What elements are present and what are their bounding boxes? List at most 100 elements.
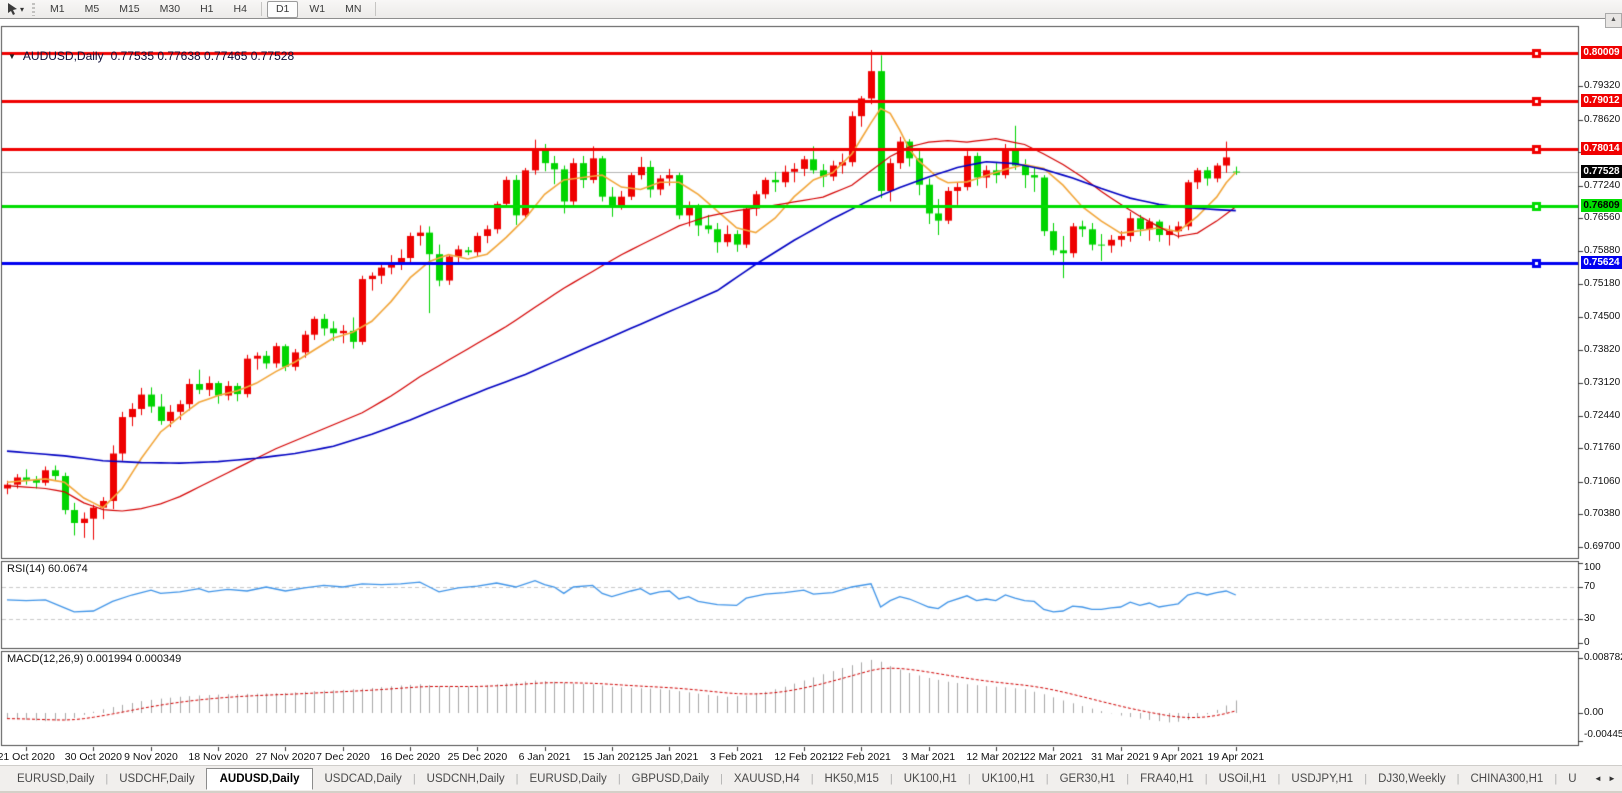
- date-axis-label: 18 Nov 2020: [188, 751, 248, 763]
- price-axis-label: 0.71760: [1584, 442, 1621, 454]
- tabs-scroll-right-button[interactable]: ►: [1608, 774, 1616, 783]
- symbol-tab[interactable]: DJ30,Weekly: [1378, 772, 1446, 785]
- chart-scroll-up-button[interactable]: ▲: [1605, 13, 1622, 28]
- date-axis-label: 16 Dec 2020: [380, 751, 440, 763]
- tab-separator: |: [967, 772, 971, 785]
- tab-separator: |: [1554, 772, 1558, 785]
- date-axis-label: 19 Apr 2021: [1207, 751, 1265, 763]
- price-axis-label: 0.73120: [1584, 377, 1621, 389]
- price-axis-label: 0.75180: [1584, 278, 1621, 290]
- symbol-tab[interactable]: FRA40,H1: [1140, 772, 1194, 785]
- date-axis-label: 6 Jan 2021: [518, 751, 571, 763]
- bid-price-label: 0.77528: [1581, 164, 1622, 178]
- timeframe-button-m30[interactable]: M30: [151, 1, 189, 18]
- macd-axis-label: 0.00: [1584, 707, 1604, 718]
- date-axis-label: 15 Jan 2021: [582, 751, 641, 763]
- symbol-tab[interactable]: CHINA300,H1: [1470, 772, 1544, 785]
- symbol-tab[interactable]: USDCNH,Daily: [426, 772, 505, 785]
- tab-separator: |: [105, 772, 109, 785]
- chart-title: ▼ AUDUSD,Daily 0.77535 0.77638 0.77465 0…: [8, 49, 294, 63]
- tab-separator: |: [412, 772, 416, 785]
- chart-cursor-tool-button[interactable]: ▾: [3, 2, 27, 16]
- date-axis-label: 9 Apr 2021: [1152, 751, 1204, 763]
- symbol-tab[interactable]: GER30,H1: [1059, 772, 1116, 785]
- cursor-icon: [8, 3, 17, 15]
- rsi-axis-label: 100: [1584, 562, 1601, 573]
- timeframe-button-d1[interactable]: D1: [266, 0, 299, 18]
- tab-separator: |: [515, 772, 519, 785]
- symbol-tab[interactable]: EURUSD,Daily: [529, 772, 607, 785]
- price-axis-label: 0.79320: [1584, 80, 1621, 91]
- date-axis-label: 22 Feb 2021: [831, 751, 891, 763]
- date-axis-label: 12 Feb 2021: [774, 751, 834, 763]
- tab-separator: |: [1045, 772, 1049, 785]
- date-axis-label: 31 Mar 2021: [1091, 751, 1151, 763]
- timeframe-button-mn[interactable]: MN: [336, 1, 370, 18]
- tab-separator: |: [1364, 772, 1368, 785]
- collapse-arrow-icon: ▼: [8, 51, 16, 61]
- macd-axis-label: 0.008782: [1584, 652, 1622, 664]
- price-axis-label: 0.69700: [1584, 540, 1621, 552]
- timeframe-button-m15[interactable]: M15: [110, 1, 148, 18]
- window-bottom-edge: [0, 791, 1622, 793]
- rsi-axis-label: 30: [1584, 613, 1596, 624]
- tab-separator: |: [810, 772, 814, 785]
- symbol-tab[interactable]: USOil,H1: [1218, 772, 1267, 785]
- date-axis-label: 3 Feb 2021: [710, 751, 764, 763]
- chart-symbol-period: AUDUSD,Daily: [22, 49, 104, 63]
- date-axis-label: 30 Oct 2020: [64, 751, 122, 763]
- date-axis-label: 21 Oct 2020: [0, 751, 55, 763]
- symbol-tab[interactable]: GBPUSD,Daily: [631, 772, 709, 785]
- chart-canvas[interactable]: [0, 20, 1622, 764]
- toolbar-divider: [260, 2, 262, 16]
- price-line-label[interactable]: 0.80009: [1581, 45, 1622, 59]
- date-axis-label: 9 Nov 2020: [124, 751, 178, 763]
- price-axis-label: 0.75880: [1584, 244, 1621, 256]
- timeframe-button-m5[interactable]: M5: [76, 1, 109, 18]
- price-axis-label: 0.71060: [1584, 475, 1621, 487]
- symbol-tab-active[interactable]: AUDUSD,Daily: [205, 768, 314, 790]
- chart-window: ▼ AUDUSD,Daily 0.77535 0.77638 0.77465 0…: [0, 13, 1622, 764]
- timeframe-button-h4[interactable]: H4: [225, 1, 256, 18]
- timeframe-button-h1[interactable]: H1: [191, 1, 222, 18]
- timeframe-button-m1[interactable]: M1: [41, 1, 74, 18]
- date-axis-label: 27 Nov 2020: [255, 751, 316, 763]
- price-line-label[interactable]: 0.76809: [1581, 199, 1622, 213]
- toolbar-divider: [375, 2, 377, 16]
- tab-separator: |: [1126, 772, 1130, 785]
- timeframe-button-w1[interactable]: W1: [300, 1, 334, 18]
- symbol-tab[interactable]: EURUSD,Daily: [17, 772, 95, 785]
- date-axis-label: 25 Dec 2020: [447, 751, 508, 763]
- price-line-label[interactable]: 0.79012: [1581, 93, 1622, 107]
- date-axis-label: 22 Mar 2021: [1023, 751, 1083, 763]
- tab-separator: |: [720, 772, 723, 785]
- price-axis-label: 0.77240: [1584, 179, 1621, 191]
- dropdown-caret-icon: ▾: [20, 4, 25, 14]
- price-line-label[interactable]: 0.75624: [1581, 256, 1622, 270]
- symbol-tab[interactable]: U: [1568, 772, 1577, 785]
- symbol-tab[interactable]: UK100,H1: [981, 772, 1035, 785]
- timeframes-toolbar: ▾ M1 M5 M15 M30 H1 H4 D1 W1 MN: [0, 0, 1622, 19]
- rsi-indicator-label: RSI(14) 60.0674: [7, 563, 88, 575]
- tab-separator: |: [1204, 772, 1208, 785]
- price-line-label[interactable]: 0.78014: [1581, 141, 1622, 155]
- symbol-tab[interactable]: XAUUSD,H4: [733, 772, 800, 785]
- price-axis-label: 0.72440: [1584, 409, 1621, 421]
- symbol-tab[interactable]: UK100,H1: [903, 772, 957, 785]
- symbol-tab[interactable]: USDJPY,H1: [1291, 772, 1354, 785]
- toolbar-drag-handle: [32, 2, 36, 16]
- rsi-axis-label: 70: [1584, 581, 1596, 592]
- symbol-tab[interactable]: USDCHF,Daily: [119, 772, 195, 785]
- date-axis-label: 25 Jan 2021: [640, 751, 699, 763]
- symbol-tab[interactable]: HK50,M15: [824, 772, 879, 785]
- price-axis-label: 0.73820: [1584, 343, 1621, 355]
- price-axis-label: 0.74500: [1584, 310, 1621, 322]
- date-axis-label: 3 Mar 2021: [902, 751, 956, 763]
- tab-separator: |: [889, 772, 893, 785]
- symbol-tab[interactable]: USDCAD,Daily: [324, 772, 402, 785]
- date-axis-label: 12 Mar 2021: [966, 751, 1026, 763]
- price-axis-label: 0.76560: [1584, 212, 1621, 224]
- tabs-scroll-left-button[interactable]: ◄: [1594, 774, 1602, 783]
- price-axis-label: 0.78620: [1584, 113, 1621, 125]
- chart-ohlc-values: 0.77535 0.77638 0.77465 0.77528: [110, 49, 295, 63]
